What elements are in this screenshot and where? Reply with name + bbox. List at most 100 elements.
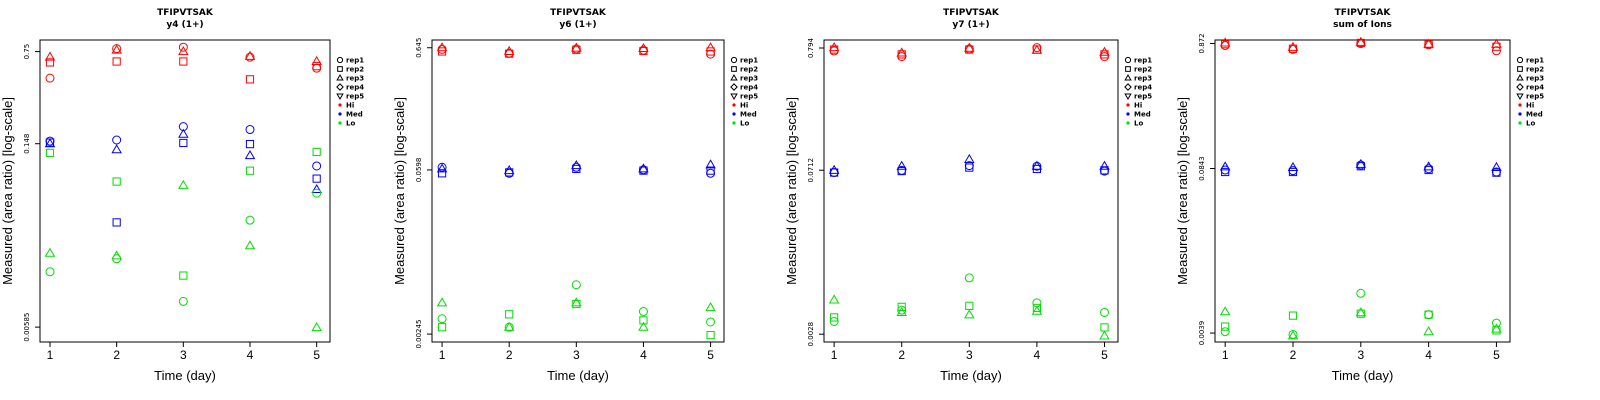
y-tick-label: 0.0039 (1198, 321, 1206, 346)
data-point-hi-rep2 (1356, 38, 1365, 48)
legend-label: Lo (1526, 120, 1535, 128)
data-point-med-rep2 (112, 218, 121, 227)
legend-marker-rep3 (336, 74, 344, 81)
legend-label: rep2 (740, 66, 758, 74)
data-point-lo-rep3 (964, 309, 975, 319)
legend-marker-rep4 (1124, 83, 1132, 91)
data-point-lo-rep3 (44, 247, 56, 257)
data-point-lo-rep2 (179, 271, 188, 280)
x-tick-label: 2 (1290, 348, 1297, 362)
y-axis-label: Measured (area ratio) [log-scale] (1175, 97, 1190, 285)
legend-label: Lo (346, 120, 355, 128)
plot-frame (39, 39, 331, 343)
legend-label: rep3 (1134, 75, 1152, 83)
legend-dot-hi (1518, 103, 1522, 107)
legend-label: Hi (740, 102, 748, 110)
data-point-hi-rep3 (1355, 36, 1367, 46)
data-point-med-rep2 (1492, 168, 1501, 177)
chart-panel-1: TFIPVTSAK y4 (1+) 1 2 3 4 5 0.00585 0.148 0.75 Tim… (0, 8, 364, 383)
data-point-hi-rep3 (311, 55, 322, 65)
x-tick-label: 1 (831, 348, 838, 362)
legend-dot-lo (338, 121, 342, 125)
legend-dot-med (338, 112, 342, 116)
legend-marker-rep1 (1124, 56, 1132, 64)
x-tick-label: 2 (113, 348, 120, 362)
data-point-lo-rep3 (436, 297, 448, 307)
legend-marker-rep4 (336, 83, 344, 91)
x-tick-label: 2 (506, 348, 513, 362)
data-point-lo-rep3 (1287, 330, 1299, 340)
data-point-lo-rep3 (1031, 305, 1043, 315)
chart-subtitle: y4 (1+) (166, 20, 203, 30)
data-point-hi-rep2 (45, 58, 55, 67)
legend-label: rep5 (1134, 93, 1152, 101)
y-tick-label: 0.0598 (415, 158, 423, 183)
y-tick-label: 0.0028 (807, 322, 815, 347)
x-tick-label: 5 (707, 348, 714, 362)
legend-label: rep4 (346, 84, 364, 92)
y-tick-label: 0.794 (807, 37, 815, 58)
data-point-lo-rep2 (437, 323, 447, 332)
data-point-hi-rep1 (706, 49, 716, 59)
data-point-med-rep2 (1288, 167, 1298, 177)
data-point-hi-rep1 (45, 73, 55, 83)
data-point-med-rep3 (828, 164, 840, 174)
data-point-hi-rep3 (1287, 41, 1299, 51)
chart-panel-2: TFIPVTSAK y6 (1+) 1 2 3 4 5 0.00245 0.0598 0.645 T… (392, 8, 758, 383)
data-point-lo-rep1 (1491, 318, 1501, 328)
data-point-lo-rep2 (1100, 323, 1109, 332)
data-point-hi-rep3 (964, 42, 975, 52)
data-point-med-rep2 (897, 166, 906, 176)
legend-marker-rep1 (1516, 56, 1524, 64)
data-point-lo-rep3 (111, 250, 122, 260)
chart-subtitle: y7 (1+) (952, 20, 989, 30)
legend-marker-rep4 (730, 83, 738, 91)
data-point-med-rep3 (311, 183, 322, 194)
x-tick-label: 4 (247, 348, 254, 362)
y-axis-label: Measured (area ratio) [log-scale] (0, 97, 15, 285)
data-point-med-rep3 (244, 150, 256, 160)
legend-marker-rep4 (1516, 83, 1524, 91)
legend-label: rep2 (1134, 66, 1152, 74)
data-point-hi-rep1 (178, 42, 188, 52)
data-point-hi-rep3 (111, 44, 122, 54)
x-tick-label: 4 (1425, 348, 1432, 362)
legend-label: Med (1526, 111, 1543, 119)
data-point-med-rep3 (1099, 160, 1110, 170)
legend-marker-rep5 (1124, 93, 1132, 100)
x-tick-label: 1 (1222, 348, 1229, 362)
legend-marker-rep5 (730, 93, 738, 100)
data-point-med-rep3 (503, 165, 515, 175)
legend-label: Lo (740, 120, 749, 128)
data-point-med-rep2 (245, 140, 255, 149)
x-axis-label: Time (day) (1332, 368, 1394, 383)
legend-marker-rep2 (1517, 66, 1523, 72)
data-point-med-rep3 (1287, 161, 1299, 171)
data-point-med-rep3 (111, 144, 122, 154)
data-point-med-rep2 (1221, 167, 1230, 177)
data-point-lo-rep1 (312, 188, 322, 198)
data-point-lo-rep2 (1288, 311, 1298, 320)
x-tick-label: 1 (439, 348, 446, 362)
legend-dot-med (1126, 112, 1130, 116)
x-axis-label: Time (day) (547, 368, 609, 383)
y-axis-label: Measured (area ratio) [log-scale] (392, 97, 407, 285)
data-point-lo-rep1 (638, 307, 648, 317)
data-point-lo-rep2 (830, 313, 839, 322)
y-tick-label: 0.75 (23, 44, 31, 60)
x-tick-label: 5 (1101, 348, 1108, 362)
data-point-med-rep3 (1355, 158, 1367, 168)
legend-dot-hi (1126, 103, 1130, 107)
legend-label: rep5 (1526, 93, 1544, 101)
data-point-hi-rep3 (828, 42, 840, 52)
legend-dot-lo (1126, 121, 1130, 125)
chart-panel-3: TFIPVTSAK y7 (1+) 1 2 3 4 5 0.0028 0.0712 0.794 Ti… (784, 8, 1152, 383)
data-point-lo-rep1 (178, 296, 188, 306)
y-tick-label: 0.872 (1198, 33, 1206, 53)
chart-subtitle: y6 (1+) (559, 20, 596, 30)
legend-label: rep1 (1526, 57, 1544, 65)
y-tick-label: 0.645 (415, 38, 423, 58)
